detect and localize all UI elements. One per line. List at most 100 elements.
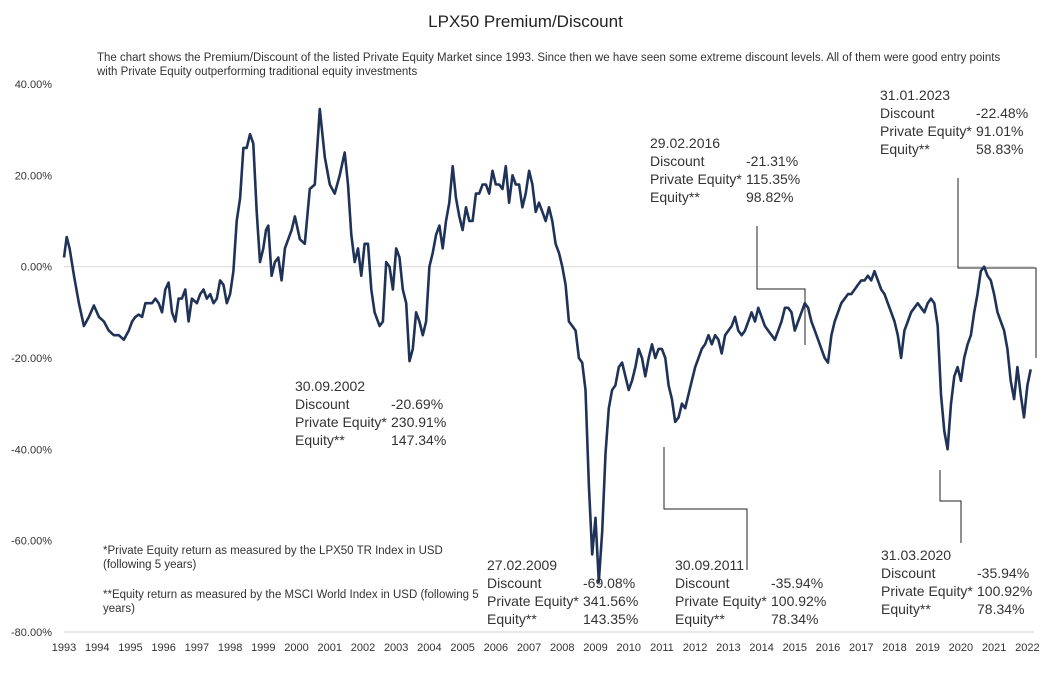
annotation-date: 30.09.2011 <box>675 557 745 573</box>
annotation-date: 31.03.2020 <box>881 547 952 563</box>
annotation-row: Equity** 98.82% <box>650 188 800 206</box>
annotation-30-09-2011: 30.09.2011 Discount -35.94% Private Equity*… <box>675 556 826 628</box>
x-tick-label: 2002 <box>351 642 375 654</box>
annotation-30-09-2002: 30.09.2002 Discount -20.69% Private Equity*… <box>295 377 446 449</box>
annotation-row: Equity** 147.34% <box>295 431 446 449</box>
y-tick-label: 40.00% <box>15 79 53 91</box>
x-tick-label: 2007 <box>517 642 541 654</box>
x-tick-label: 2016 <box>816 642 840 654</box>
annotation-leader-lines <box>663 178 1037 570</box>
annotation-row: Discount -22.48% <box>880 104 1028 122</box>
annotation-row: Private Equity* 100.92% <box>675 592 826 610</box>
annotation-value: 58.83% <box>976 141 1024 157</box>
y-tick-label: -60.00% <box>11 536 52 548</box>
x-tick-label: 2000 <box>284 642 308 654</box>
annotation-leader-line <box>756 226 806 345</box>
annotation-31-03-2020: 31.03.2020 Discount -35.94% Private Equity*… <box>881 546 1032 618</box>
annotation-value: 341.56% <box>583 593 639 609</box>
x-tick-label: 1996 <box>151 642 175 654</box>
annotation-value: -35.94% <box>771 575 824 591</box>
annotation-value: -69.08% <box>583 575 636 591</box>
x-tick-label: 2004 <box>417 642 441 654</box>
annotation-row: Equity** 143.35% <box>487 610 638 628</box>
chart-subtitle: The chart shows the Premium/Discount of … <box>97 52 1001 78</box>
annotation-29-02-2016: 29.02.2016 Discount -21.31% Private Equity*… <box>650 134 800 206</box>
x-tick-label: 2009 <box>583 642 607 654</box>
annotation-31-01-2023: 31.01.2023 Discount -22.48% Private Equity*… <box>880 86 1028 158</box>
annotation-label: Discount <box>881 565 936 581</box>
x-tick-label: 2015 <box>783 642 807 654</box>
x-tick-label: 2005 <box>450 642 474 654</box>
annotation-row: Equity** 78.34% <box>675 610 826 628</box>
footnote-equity: **Equity return as measured by the MSCI … <box>103 589 479 615</box>
annotation-label: Discount <box>650 153 705 169</box>
annotation-value: -21.31% <box>746 153 799 169</box>
annotation-value: 91.01% <box>976 123 1024 139</box>
x-tick-label: 2011 <box>650 642 674 654</box>
x-tick-label: 1993 <box>52 642 76 654</box>
annotation-value: -35.94% <box>977 565 1030 581</box>
annotation-row: Private Equity* 91.01% <box>880 122 1028 140</box>
y-tick-label: 20.00% <box>15 170 53 182</box>
annotation-value: -22.48% <box>976 105 1029 121</box>
annotation-value: 100.92% <box>977 583 1033 599</box>
annotation-label: Equity** <box>650 189 700 205</box>
annotation-value: 230.91% <box>391 414 447 430</box>
x-tick-label: 1998 <box>218 642 242 654</box>
x-tick-label: 2014 <box>749 642 773 654</box>
x-tick-label: 1995 <box>118 642 142 654</box>
footnote-private-equity: *Private Equity return as measured by th… <box>103 545 443 571</box>
y-axis-ticks: 40.00% 20.00% 0.00% -20.00% -40.00% -60.00% -8… <box>11 79 52 639</box>
x-axis-ticks: 1993 1994 1995 1996 1997 1998 1999 2000 2001 2002… <box>52 642 1040 654</box>
annotation-label: Private Equity* <box>295 414 387 430</box>
x-tick-label: 2019 <box>915 642 939 654</box>
annotation-label: Private Equity* <box>675 593 767 609</box>
annotation-row: Discount -69.08% <box>487 574 638 592</box>
annotation-row: Private Equity* 100.92% <box>881 582 1032 600</box>
x-tick-label: 2021 <box>982 642 1006 654</box>
annotation-label: Discount <box>487 575 542 591</box>
annotation-label: Discount <box>675 575 730 591</box>
annotation-label: Private Equity* <box>880 123 972 139</box>
annotation-label: Equity** <box>675 611 725 627</box>
x-tick-label: 2017 <box>849 642 873 654</box>
annotation-date: 31.01.2023 <box>880 87 951 103</box>
x-tick-label: 1999 <box>251 642 275 654</box>
annotation-leader-line <box>939 470 962 543</box>
annotation-date: 30.09.2002 <box>295 378 366 394</box>
annotation-value: 147.34% <box>391 432 447 448</box>
annotation-value: 100.92% <box>771 593 827 609</box>
x-tick-label: 2010 <box>616 642 640 654</box>
x-tick-label: 2008 <box>550 642 574 654</box>
annotation-row: Private Equity* 230.91% <box>295 413 446 431</box>
annotation-label: Equity** <box>880 141 930 157</box>
x-tick-label: 2001 <box>318 642 342 654</box>
annotation-value: 115.35% <box>746 171 801 187</box>
x-tick-label: 2022 <box>1015 642 1039 654</box>
y-tick-label: -80.00% <box>11 627 52 639</box>
annotation-label: Discount <box>295 396 350 412</box>
annotation-value: 78.34% <box>977 601 1025 617</box>
x-tick-label: 1997 <box>185 642 209 654</box>
x-tick-label: 2013 <box>716 642 740 654</box>
x-tick-label: 2020 <box>949 642 973 654</box>
annotation-label: Equity** <box>881 601 931 617</box>
annotation-row: Equity** 78.34% <box>881 600 1032 618</box>
x-tick-label: 2012 <box>683 642 707 654</box>
y-tick-label: -20.00% <box>11 353 52 365</box>
annotation-row: Discount -20.69% <box>295 395 446 413</box>
annotation-row: Private Equity* 115.35% <box>650 170 800 188</box>
x-tick-label: 2006 <box>484 642 508 654</box>
annotation-date: 27.02.2009 <box>487 557 558 573</box>
annotation-value: 143.35% <box>583 611 639 627</box>
annotation-value: 78.34% <box>771 611 819 627</box>
x-tick-label: 1994 <box>85 642 109 654</box>
annotation-row: Discount -35.94% <box>675 574 826 592</box>
series-line <box>62 107 1032 584</box>
annotation-row: Discount -21.31% <box>650 152 800 170</box>
x-tick-label: 2003 <box>384 642 408 654</box>
annotation-label: Equity** <box>295 432 345 448</box>
annotation-label: Private Equity* <box>881 583 973 599</box>
annotation-row: Private Equity* 341.56% <box>487 592 638 610</box>
